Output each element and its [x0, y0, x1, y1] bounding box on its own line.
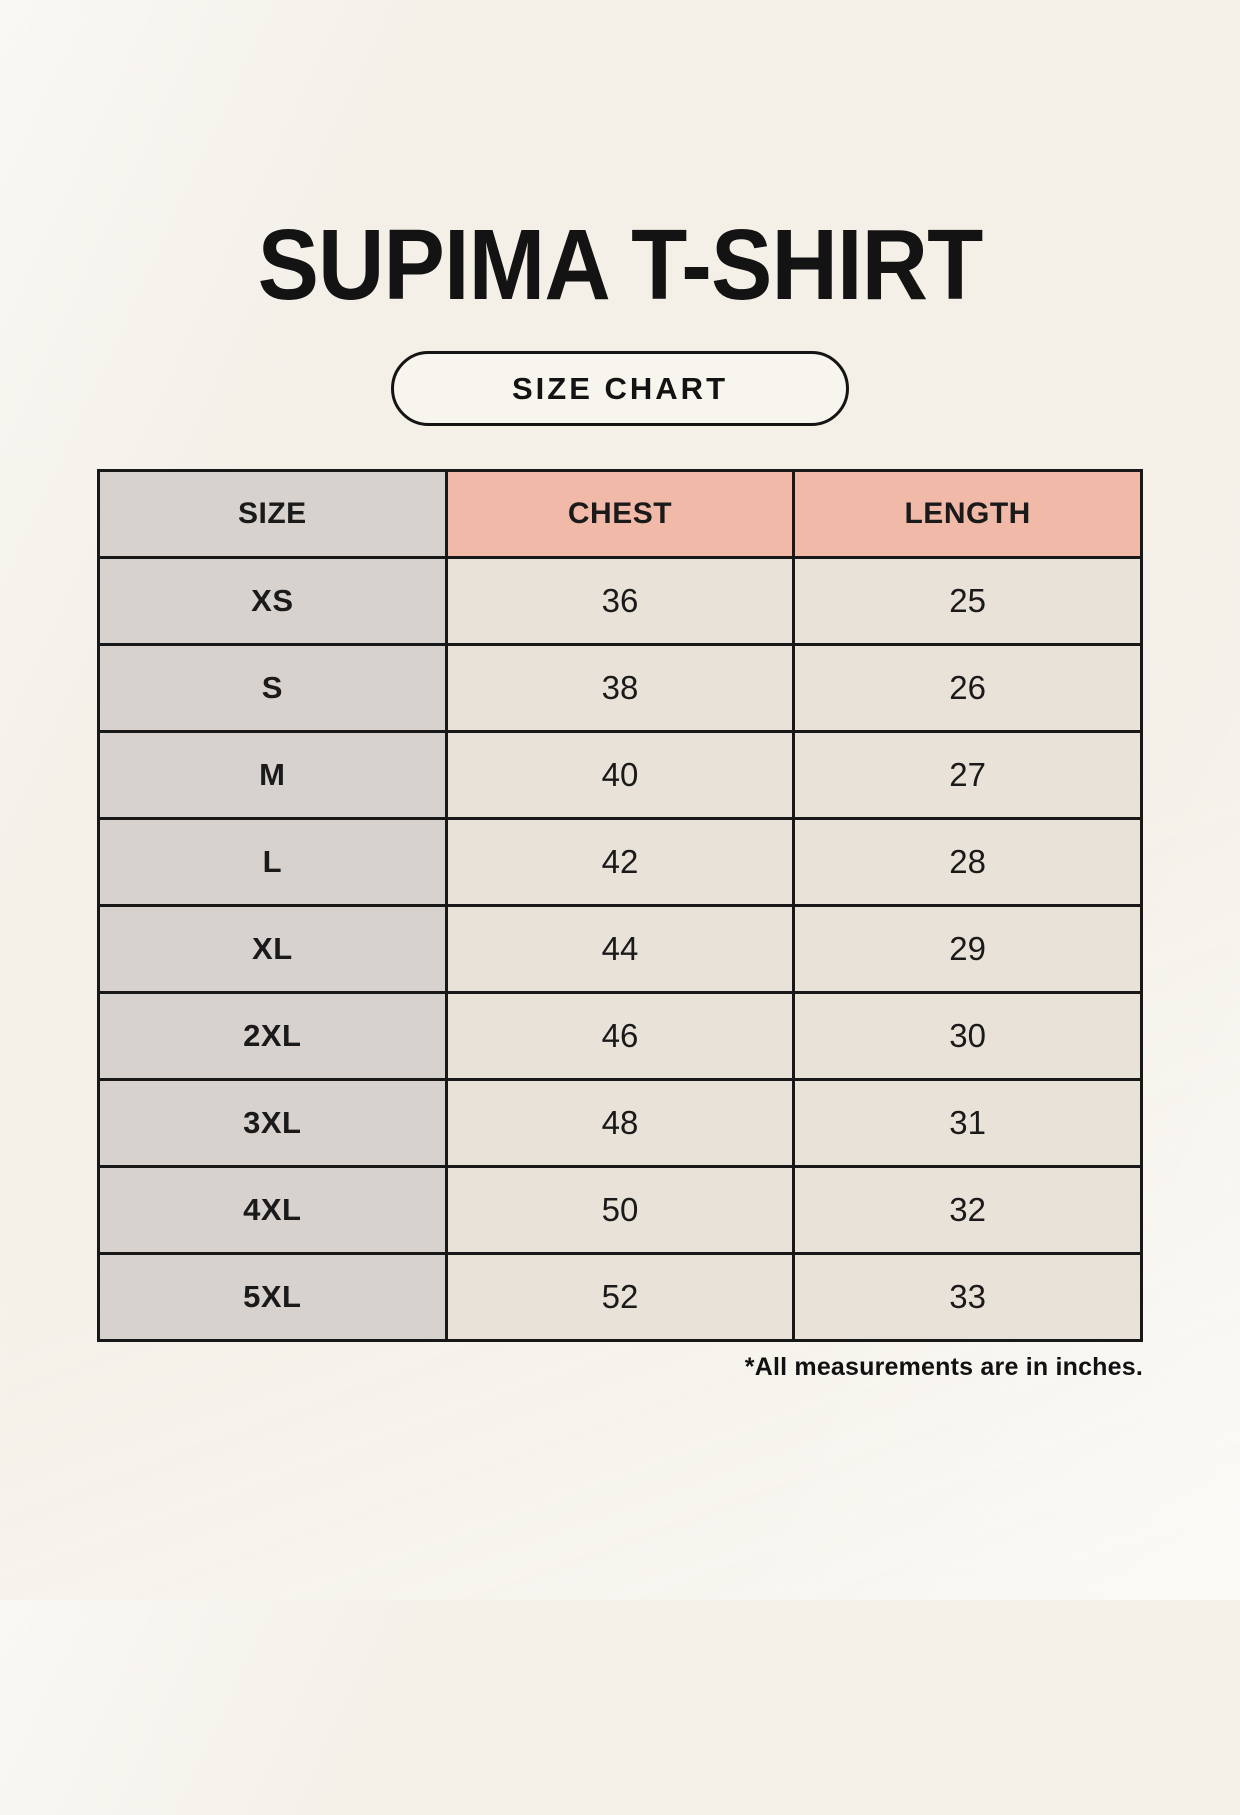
size-chart-button-label: SIZE CHART — [512, 370, 728, 406]
table-row: 5XL 52 33 — [97, 1252, 1143, 1342]
size-cell: 2XL — [97, 991, 448, 1081]
table-header-row: SIZE CHEST LENGTH — [97, 469, 1143, 559]
chest-cell: 46 — [444, 991, 796, 1081]
chest-cell: 52 — [444, 1252, 796, 1342]
size-cell: XS — [97, 556, 448, 646]
length-cell: 30 — [792, 991, 1143, 1081]
column-header-chest: CHEST — [444, 469, 796, 559]
length-cell: 31 — [792, 1078, 1143, 1168]
column-header-length: LENGTH — [792, 469, 1143, 559]
chest-cell: 38 — [444, 643, 796, 733]
table-row: M 40 27 — [97, 730, 1143, 820]
measurements-footnote: *All measurements are in inches. — [744, 1353, 1143, 1381]
table-row: 2XL 46 30 — [97, 991, 1143, 1081]
page-title: SUPIMA T-SHIRT — [257, 209, 984, 321]
size-chart-button[interactable]: SIZE CHART — [391, 351, 849, 426]
size-cell: 4XL — [97, 1165, 448, 1255]
length-cell: 26 — [792, 643, 1143, 733]
size-cell: L — [97, 817, 448, 907]
length-cell: 33 — [792, 1252, 1143, 1342]
size-cell: 5XL — [97, 1252, 448, 1342]
size-cell: M — [97, 730, 448, 820]
chest-cell: 44 — [444, 904, 796, 994]
length-cell: 32 — [792, 1165, 1143, 1255]
table-row: L 42 28 — [97, 817, 1143, 907]
size-cell: S — [97, 643, 448, 733]
table-row: XL 44 29 — [97, 904, 1143, 994]
length-cell: 29 — [792, 904, 1143, 994]
length-cell: 27 — [792, 730, 1143, 820]
chest-cell: 50 — [444, 1165, 796, 1255]
chest-cell: 42 — [444, 817, 796, 907]
column-header-size: SIZE — [97, 469, 448, 559]
chest-cell: 48 — [444, 1078, 796, 1168]
table-row: S 38 26 — [97, 643, 1143, 733]
size-cell: XL — [97, 904, 448, 994]
chest-cell: 36 — [444, 556, 796, 646]
length-cell: 28 — [792, 817, 1143, 907]
chest-cell: 40 — [444, 730, 796, 820]
length-cell: 25 — [792, 556, 1143, 646]
table-row: XS 36 25 — [97, 556, 1143, 646]
table-row: 3XL 48 31 — [97, 1078, 1143, 1168]
size-cell: 3XL — [97, 1078, 448, 1168]
size-chart-table: SIZE CHEST LENGTH XS 36 25 S 38 26 M 40 … — [97, 469, 1143, 1342]
size-chart-table-container: SIZE CHEST LENGTH XS 36 25 S 38 26 M 40 … — [97, 469, 1143, 1342]
table-row: 4XL 50 32 — [97, 1165, 1143, 1255]
